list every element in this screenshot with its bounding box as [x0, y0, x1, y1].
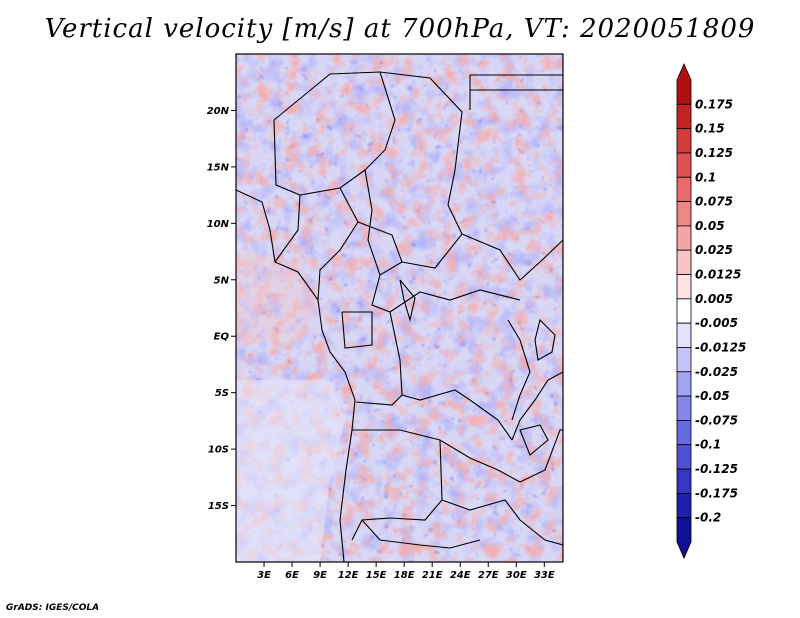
map-frame-border [235, 53, 564, 563]
colorbar-swatch [676, 322, 692, 348]
country-borders [236, 71, 563, 562]
lon-tick-label: 21E [422, 570, 443, 581]
colorbar-swatch [676, 152, 692, 178]
lat-tick-label: 5S [215, 388, 229, 399]
lon-tick-label: 24E [450, 570, 471, 581]
colorbar-label: -0.125 [695, 462, 738, 476]
lon-tick-label: 27E [478, 570, 499, 581]
longitude-axis: 3E 6E 9E 12E 15E 18E 21E 24E 27E 30E 33E [257, 562, 555, 581]
colorbar-swatch [676, 225, 692, 251]
colorbar-swatch [676, 492, 692, 519]
lat-tick-label: 10N [207, 219, 230, 230]
colorbar-swatch [676, 420, 692, 446]
colorbar-swatch [676, 298, 692, 324]
colorbar-swatch [676, 63, 692, 105]
colorbar-label: -0.05 [695, 389, 730, 403]
colorbar-swatch [676, 517, 692, 559]
colorbar-label: -0.1 [695, 438, 721, 452]
lat-tick-label: 5N [214, 275, 230, 286]
colorbar-swatch [676, 395, 692, 421]
lon-tick-label: 3E [257, 570, 271, 581]
colorbar-swatch [676, 371, 692, 397]
colorbar-label: -0.075 [695, 413, 738, 427]
colorbar-label: 0.0125 [695, 268, 741, 282]
colorbar-swatch [676, 468, 692, 494]
chart-title: Vertical velocity [m/s] at 700hPa, VT: 2… [44, 14, 756, 44]
lat-tick-label: EQ [214, 332, 230, 343]
colorbar-swatch [676, 128, 692, 154]
lon-tick-label: 33E [534, 570, 555, 581]
lon-tick-label: 6E [285, 570, 299, 581]
colorbar-label: 0.05 [695, 219, 725, 233]
grads-credit: GrADS: IGES/COLA [6, 603, 100, 613]
colorbar-swatch [676, 444, 692, 470]
colorbar-label: 0.175 [695, 97, 733, 111]
lon-tick-label: 30E [506, 570, 527, 581]
colorbar-label: -0.025 [695, 365, 738, 379]
lon-tick-label: 18E [394, 570, 415, 581]
lon-tick-label: 12E [338, 570, 359, 581]
lat-tick-label: 10S [208, 445, 229, 456]
colorbar-label: 0.1 [695, 170, 716, 184]
colorbar-swatch [676, 103, 692, 130]
lon-tick-label: 15E [366, 570, 387, 581]
colorbar-label: -0.0125 [695, 340, 746, 354]
colorbar-label: 0.15 [695, 122, 725, 136]
colorbar-swatch [676, 201, 692, 227]
colorbar-label: 0.025 [695, 243, 733, 257]
colorbar-swatch [676, 347, 692, 373]
colorbar-label: 0.125 [695, 146, 733, 160]
colorbar-label: -0.2 [695, 511, 721, 525]
lat-tick-label: 20N [207, 106, 230, 117]
colorbar-swatch [676, 176, 692, 202]
lat-tick-label: 15S [208, 501, 229, 512]
colorbar-swatch [676, 249, 692, 275]
colorbar-swatch [676, 274, 692, 300]
colorbar: 0.175 0.15 0.125 0.1 0.075 0.05 0.025 0.0125 0.0… [676, 63, 746, 559]
colorbar-label: -0.005 [695, 316, 738, 330]
colorbar-label: -0.175 [695, 486, 738, 500]
latitude-axis: 20N 15N 10N 5N EQ 5S 10S 15S [207, 106, 236, 512]
colorbar-label: 0.005 [695, 292, 733, 306]
lat-tick-label: 15N [207, 162, 230, 173]
lon-tick-label: 9E [313, 570, 327, 581]
colorbar-label: 0.075 [695, 195, 733, 209]
velocity-field [236, 54, 563, 562]
